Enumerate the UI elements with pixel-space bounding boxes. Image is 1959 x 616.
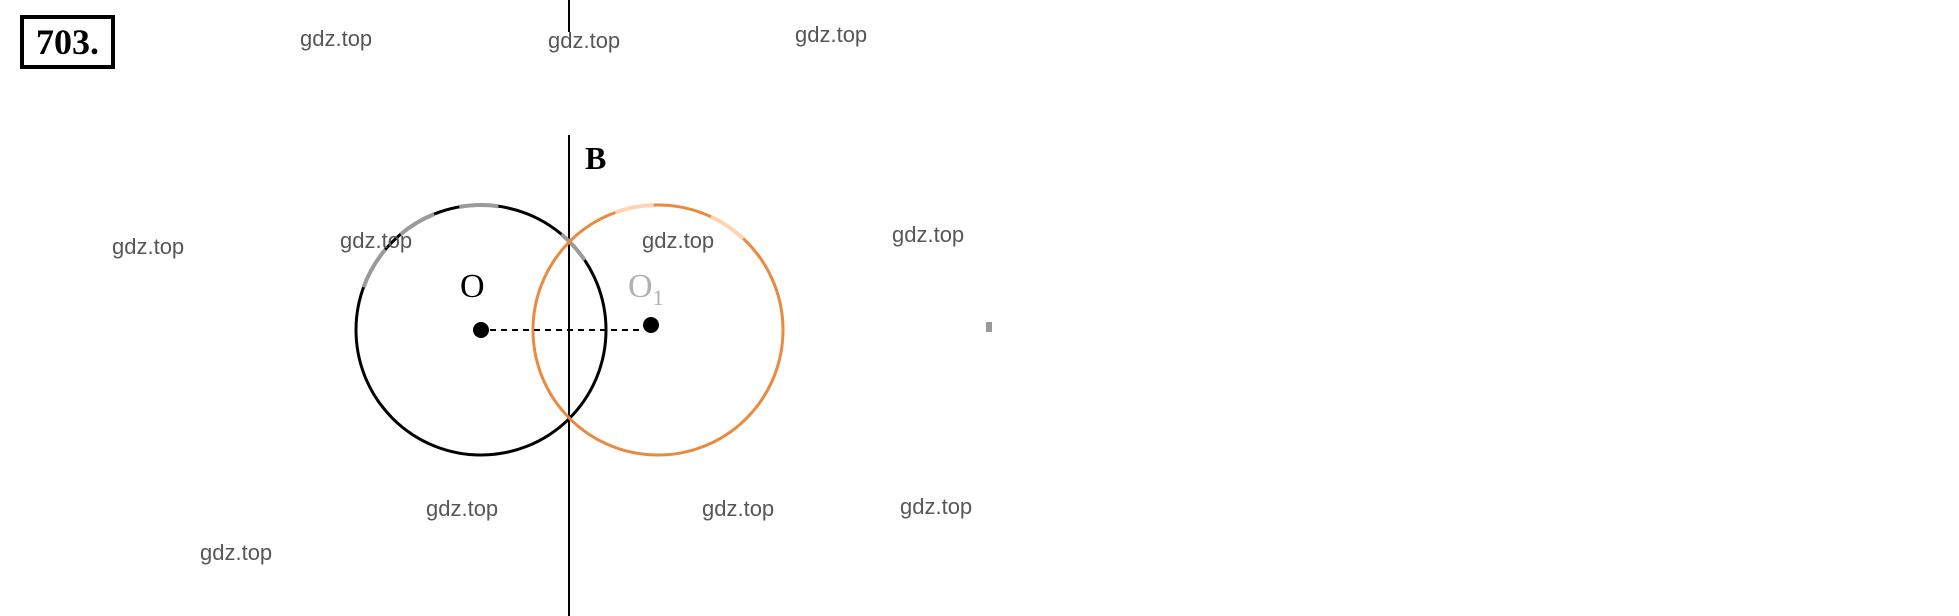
watermark: gdz.top	[112, 234, 184, 260]
watermark: gdz.top	[642, 228, 714, 254]
watermark: gdz.top	[892, 222, 964, 248]
watermark: gdz.top	[300, 26, 372, 52]
watermark: gdz.top	[548, 28, 620, 54]
watermark: gdz.top	[340, 228, 412, 254]
watermark: gdz.top	[200, 540, 272, 566]
watermark: gdz.top	[795, 22, 867, 48]
label-O1: O1	[628, 268, 664, 311]
diagram-container	[0, 0, 1959, 616]
watermark: gdz.top	[702, 496, 774, 522]
diagram-svg	[0, 0, 1959, 616]
watermark: gdz.top	[426, 496, 498, 522]
watermark: gdz.top	[900, 494, 972, 520]
label-O: O	[460, 268, 485, 306]
label-B: B	[585, 140, 606, 177]
